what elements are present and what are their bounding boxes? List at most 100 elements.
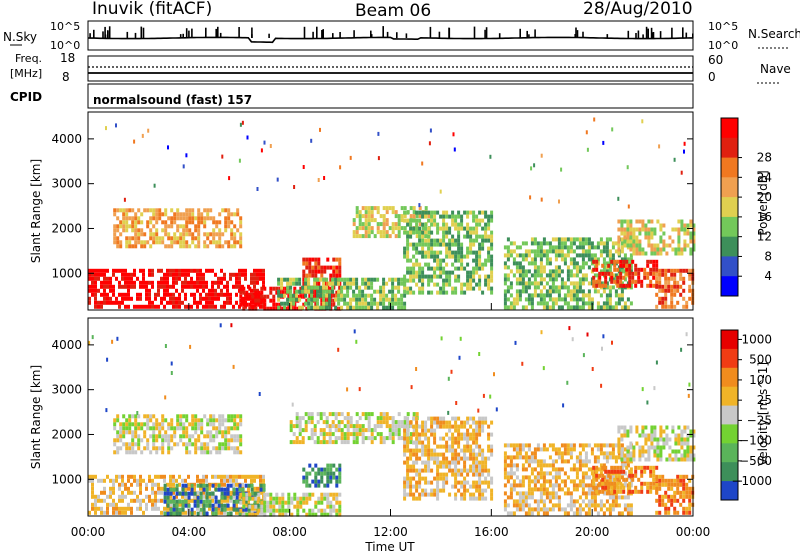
heatmap-cell (308, 471, 312, 476)
heatmap-cell (563, 261, 567, 266)
heatmap-cell (409, 420, 413, 425)
heatmap-cell (509, 253, 513, 258)
heatmap-cell (286, 281, 290, 286)
heatmap-cell (409, 230, 413, 235)
heatmap-cell (382, 301, 386, 306)
heatmap-cell (254, 294, 258, 299)
heatmap-cell (506, 289, 510, 294)
heatmap-cell (433, 436, 437, 441)
heatmap-cell (349, 297, 353, 302)
heatmap-cell (289, 293, 293, 298)
heatmap-cell (317, 471, 321, 476)
heatmap-cell (173, 232, 177, 237)
heatmap-cell (575, 245, 579, 250)
heatmap-cell (673, 288, 677, 293)
heatmap-cell (593, 443, 597, 448)
heatmap-cell (394, 428, 398, 433)
heatmap-cell (154, 498, 157, 503)
heatmap-cell (173, 212, 177, 217)
heatmap-cell (560, 277, 564, 282)
heatmap-cell (217, 483, 221, 488)
heatmap-cell (557, 487, 561, 492)
heatmap-cell (217, 510, 220, 515)
heatmap-cell (182, 244, 186, 249)
heatmap-cell (253, 474, 256, 479)
heatmap-cell (640, 485, 644, 490)
heatmap-cell (689, 251, 693, 256)
heatmap-cell (215, 220, 219, 225)
heatmap-cell (118, 280, 121, 285)
heatmap-cell (196, 268, 199, 273)
heatmap-cell (442, 444, 446, 449)
heatmap-cell (295, 281, 299, 286)
heatmap-cell (155, 446, 159, 451)
heatmap-cell (605, 507, 609, 512)
heatmap-cell (203, 216, 207, 221)
heatmap-cell (116, 228, 120, 233)
heatmap-cell (139, 280, 142, 285)
heatmap-cell (215, 434, 219, 439)
heatmap-cell (457, 472, 461, 477)
heatmap-cell (382, 285, 386, 290)
heatmap-cell (469, 274, 473, 279)
heatmap-cell (472, 230, 476, 235)
heatmap-cell (224, 438, 228, 443)
heatmap-cell (427, 250, 431, 255)
heatmap-cell (155, 426, 159, 431)
heatmap-cell (445, 424, 449, 429)
heatmap-cell (364, 234, 368, 239)
heatmap-cell (379, 424, 383, 429)
heatmap-cell (292, 293, 296, 298)
heatmap-cell (335, 257, 339, 262)
heatmap-cell (247, 483, 251, 488)
heatmap-cell (211, 474, 214, 479)
heatmap-cell (445, 464, 449, 469)
heatmap-cell (454, 258, 458, 263)
heatmap-cell (166, 506, 169, 511)
heatmap-cell (463, 290, 467, 295)
heatmap-cell (308, 463, 312, 468)
heatmap-cell (604, 283, 608, 288)
heatmap-cell (134, 422, 138, 427)
heatmap-cell (518, 499, 522, 504)
heatmap-cell (170, 426, 174, 431)
heatmap-cell (212, 434, 216, 439)
heatmap-cell (421, 230, 425, 235)
heatmap-cell (481, 464, 485, 469)
heatmap-cell (338, 479, 342, 484)
heatmap-cell (329, 467, 333, 472)
heatmap-cell (469, 448, 473, 453)
heatmap-cell (352, 289, 356, 294)
heatmap-cell (515, 443, 519, 448)
heatmap-cell (430, 290, 434, 295)
heatmap-cell (134, 442, 138, 447)
heatmap-cell (688, 296, 692, 301)
heatmap-cell (317, 269, 321, 274)
heatmap-cell (298, 289, 302, 294)
heatmap-cell (578, 455, 582, 460)
heatmap-cell (617, 239, 621, 244)
heatmap-cell (262, 268, 265, 273)
heatmap-cell (466, 456, 470, 461)
heatmap-cell (530, 471, 534, 476)
heatmap-cell (191, 434, 195, 439)
heatmap-cell (623, 305, 627, 310)
heatmap-cell (584, 443, 588, 448)
heatmap-cell (409, 468, 413, 473)
heatmap-cell (136, 292, 139, 297)
heatmap-cell (602, 269, 606, 274)
heatmap-cell (521, 305, 525, 310)
heatmap-cell (157, 284, 160, 289)
heatmap-cell (100, 284, 103, 289)
heatmap-cell (457, 246, 461, 251)
heatmap-cell (289, 424, 293, 429)
heatmap-cell (196, 280, 199, 285)
heatmap-cell (163, 495, 167, 500)
heatmap-cell (94, 268, 97, 273)
heatmap-cell (311, 467, 315, 472)
heatmap-cell (539, 483, 543, 488)
heatmap-cell (484, 278, 488, 283)
heatmap-cell (566, 491, 570, 496)
heatmap-cell (454, 214, 458, 219)
heatmap-cell (137, 414, 141, 419)
